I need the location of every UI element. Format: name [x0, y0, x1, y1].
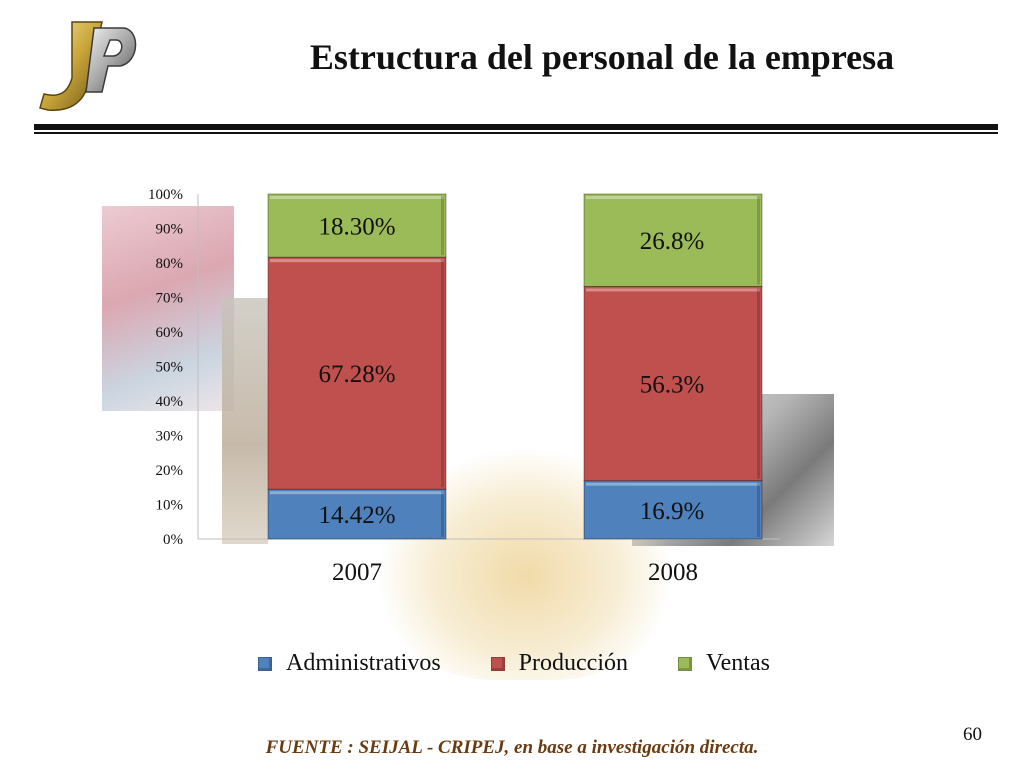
bar-segment-ventas-2008	[583, 193, 763, 287]
legend-item-administrativos: Administrativos	[258, 650, 441, 677]
bar-segment-ventas-2007	[267, 193, 447, 258]
bar-bevel-highlight	[586, 482, 760, 486]
source-note: FUENTE : SEIJAL - CRIPEJ, en base a inve…	[265, 737, 759, 758]
data-label-producción-2008: 56.3%	[640, 372, 705, 399]
legend-swatch	[677, 656, 692, 671]
bar-segment-producción-2008	[583, 285, 763, 482]
legend-swatch	[490, 656, 505, 671]
bar-bevel-highlight	[270, 259, 444, 263]
bar-bevel-shadow	[441, 196, 444, 256]
bar-bevel-highlight	[270, 196, 444, 199]
y-tick-label: 80%	[156, 256, 184, 272]
y-tick-label: 60%	[156, 325, 184, 341]
y-tick-label: 30%	[156, 429, 184, 445]
bar-segment-administrativos-2008	[583, 480, 763, 540]
y-tick-label: 70%	[156, 291, 184, 307]
bar-bevel-highlight	[586, 196, 760, 199]
background-photo-worker	[102, 206, 234, 411]
chart-legend: Administrativos Producción Ventas	[258, 650, 820, 677]
legend-label: Administrativos	[286, 650, 441, 676]
company-logo	[30, 14, 140, 118]
bar-bevel-shadow	[441, 491, 444, 537]
y-tick-label: 90%	[156, 222, 184, 238]
data-label-ventas-2008: 26.8%	[640, 228, 705, 255]
bar-bevel-shadow	[757, 196, 760, 285]
bar-segment-producción-2007	[267, 256, 447, 490]
data-labels: 14.42% 67.28% 18.30% 16.9% 56.3% 26.8%	[318, 214, 704, 530]
bar-bevel-highlight	[586, 288, 760, 292]
slide-title: Estructura del personal de la empresa	[309, 37, 895, 77]
bar-bevel-highlight	[270, 491, 444, 495]
y-tick-label: 0%	[163, 532, 183, 548]
data-label-administrativos-2008: 16.9%	[640, 498, 705, 525]
legend-item-producción: Producción	[490, 650, 628, 677]
y-tick-label: 40%	[156, 394, 184, 410]
y-tick-label: 50%	[156, 360, 184, 376]
legend-label: Ventas	[705, 650, 770, 676]
bar-bevel-shadow	[757, 288, 760, 479]
data-label-producción-2007: 67.28%	[318, 361, 395, 388]
title-divider-thick	[34, 124, 998, 130]
data-label-ventas-2007: 18.30%	[318, 214, 395, 241]
page-number: 60	[963, 724, 982, 745]
bar-bevel-shadow	[757, 482, 760, 537]
y-tick-label: 10%	[156, 498, 184, 514]
y-tick-label: 20%	[156, 463, 184, 479]
data-label-administrativos-2007: 14.42%	[318, 502, 395, 529]
bar-bevel-shadow	[441, 259, 444, 488]
legend-swatch	[258, 656, 272, 671]
legend-label: Producción	[518, 650, 628, 676]
title-divider-thin	[34, 132, 998, 134]
x-axis-labels: 2007 2008	[332, 559, 698, 586]
x-tick-label: 2008	[648, 559, 698, 586]
bars	[267, 193, 763, 540]
legend-item-ventas: Ventas	[677, 650, 770, 677]
background-photo-strip	[222, 298, 268, 544]
x-tick-label: 2007	[332, 559, 382, 586]
y-tick-label: 100%	[148, 187, 183, 203]
